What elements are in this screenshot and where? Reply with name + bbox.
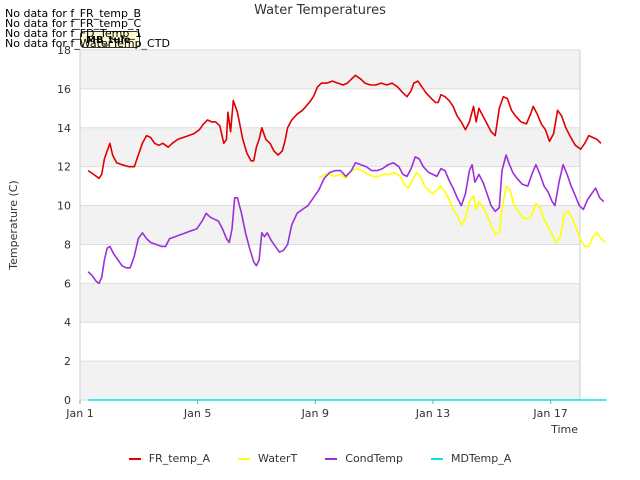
y-tick-label: 16 (57, 83, 71, 96)
no-data-notice-4: No data for f_WaterTemp_CTD (5, 37, 170, 50)
no-data-notice-3: No data for f_FD_Temp_1 (5, 27, 142, 40)
series-line-watert (318, 167, 606, 248)
y-tick-label: 4 (64, 316, 71, 329)
no-data-notice-2: No data for f_FR_temp_C (5, 17, 142, 30)
plot-band (80, 322, 580, 362)
y-tick-label: 8 (64, 238, 71, 251)
x-axis-label: Time (550, 423, 578, 436)
y-tick-label: 2 (64, 355, 71, 368)
legend-label: CondTemp (345, 452, 403, 465)
legend-item-watert: WaterT (238, 452, 297, 465)
y-tick-label: 0 (64, 394, 71, 407)
y-tick-label: 6 (64, 277, 71, 290)
plot-band (80, 361, 580, 400)
legend-label: MDTemp_A (450, 452, 512, 465)
y-axis-label: Temperature (C) (7, 180, 20, 270)
legend-item-fr-temp-a: FR_temp_A (128, 452, 211, 465)
legend-swatch (238, 457, 251, 460)
no-data-notice-1: No data for f_FR_temp_B (5, 7, 142, 20)
plot-band (80, 50, 580, 89)
legend-item-mdtemp-a: MDTemp_A (430, 452, 512, 465)
x-tick-label: Jan 13 (415, 407, 450, 420)
legend-label: FR_temp_A (148, 452, 211, 465)
y-tick-label: 12 (57, 161, 71, 174)
plot-band (80, 244, 580, 284)
site-stamp-label: MB_tule (86, 35, 131, 46)
x-tick-label: Jan 1 (65, 407, 93, 420)
legend-swatch (128, 457, 141, 460)
y-axis-ticks: 0 2 4 6 8 10 12 14 16 18 (57, 44, 71, 407)
x-axis-ticks: Jan 1 Jan 5 Jan 9 Jan 13 Jan 17 (65, 400, 568, 420)
plot-band (80, 283, 580, 323)
legend: FR_temp_A WaterT CondTemp MDTemp_A (0, 452, 640, 465)
series-line-condtemp (87, 154, 605, 285)
x-tick-label: Jan 5 (183, 407, 211, 420)
legend-swatch (430, 457, 443, 460)
x-tick-label: Jan 9 (301, 407, 329, 420)
legend-item-condtemp: CondTemp (325, 452, 403, 465)
chart-title: Water Temperatures (254, 3, 386, 18)
site-stamp (80, 31, 140, 48)
legend-label: WaterT (258, 452, 298, 465)
y-tick-label: 10 (57, 200, 71, 213)
plot-band (80, 205, 580, 245)
series-lines (87, 74, 607, 401)
y-tick-label: 14 (57, 122, 71, 135)
plot-background (80, 50, 580, 400)
series-line-fr-temp-a (87, 74, 602, 180)
x-tick-label: Jan 17 (532, 407, 567, 420)
plot-band (80, 88, 580, 128)
plot-band (80, 127, 580, 167)
legend-swatch (325, 457, 338, 460)
y-tick-label: 18 (57, 44, 71, 57)
